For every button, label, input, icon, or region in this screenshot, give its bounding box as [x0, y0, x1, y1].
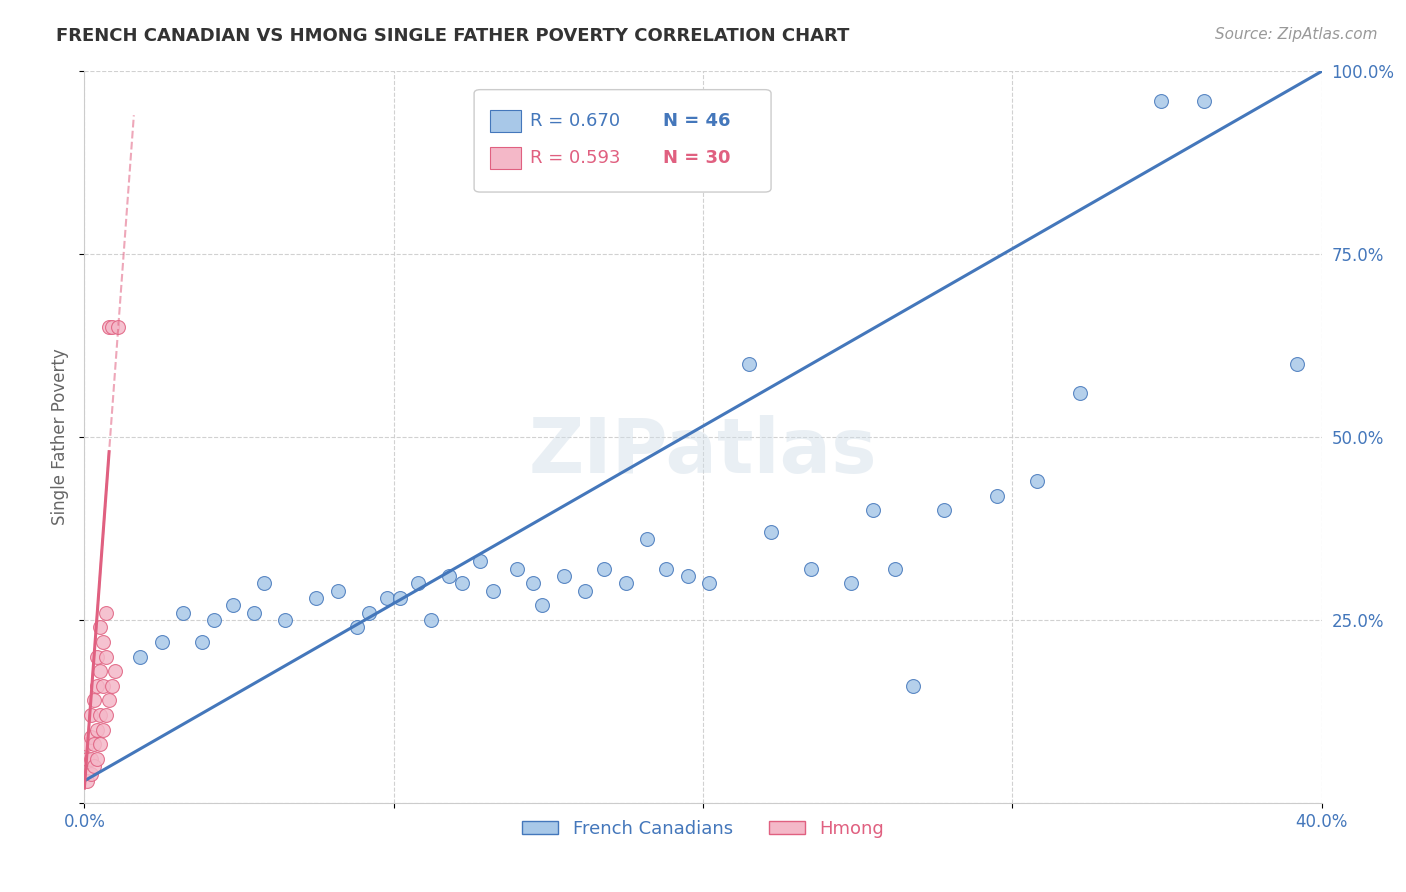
Point — [89, 708, 111, 723]
Point — [98, 693, 121, 707]
Point — [986, 489, 1008, 503]
Point — [86, 752, 108, 766]
Text: R = 0.670: R = 0.670 — [530, 112, 620, 130]
Point — [934, 503, 956, 517]
Text: N = 30: N = 30 — [664, 149, 731, 167]
Point — [1285, 357, 1308, 371]
Point — [202, 613, 225, 627]
Point — [98, 320, 121, 334]
Point — [107, 320, 129, 334]
FancyBboxPatch shape — [491, 146, 522, 169]
Text: FRENCH CANADIAN VS HMONG SINGLE FATHER POVERTY CORRELATION CHART: FRENCH CANADIAN VS HMONG SINGLE FATHER P… — [56, 27, 849, 45]
Point — [83, 759, 105, 773]
Point — [104, 664, 127, 678]
Legend: French Canadians, Hmong: French Canadians, Hmong — [515, 813, 891, 845]
Point — [83, 693, 105, 707]
Point — [450, 576, 472, 591]
Point — [91, 723, 114, 737]
Point — [553, 569, 575, 583]
Point — [800, 562, 823, 576]
Text: ZIPatlas: ZIPatlas — [529, 415, 877, 489]
Point — [86, 723, 108, 737]
Point — [91, 679, 114, 693]
Point — [86, 679, 108, 693]
Y-axis label: Single Father Poverty: Single Father Poverty — [51, 349, 69, 525]
Point — [1192, 94, 1215, 108]
Point — [79, 766, 101, 780]
Point — [94, 649, 117, 664]
Point — [76, 737, 98, 751]
Point — [326, 583, 349, 598]
Point — [172, 606, 194, 620]
Point — [697, 576, 720, 591]
Point — [470, 554, 492, 568]
Point — [94, 708, 117, 723]
Point — [222, 599, 245, 613]
Point — [243, 606, 266, 620]
Point — [522, 576, 544, 591]
Point — [89, 737, 111, 751]
FancyBboxPatch shape — [474, 90, 770, 192]
Point — [408, 576, 430, 591]
Point — [79, 730, 101, 744]
Point — [305, 591, 328, 605]
Point — [903, 679, 925, 693]
Point — [94, 606, 117, 620]
Point — [574, 583, 596, 598]
Point — [274, 613, 297, 627]
Point — [862, 503, 884, 517]
Point — [86, 649, 108, 664]
Point — [76, 773, 98, 788]
Point — [655, 562, 678, 576]
Text: Source: ZipAtlas.com: Source: ZipAtlas.com — [1215, 27, 1378, 42]
Point — [253, 576, 276, 591]
Point — [738, 357, 761, 371]
Point — [676, 569, 699, 583]
Point — [129, 649, 152, 664]
Point — [91, 635, 114, 649]
Text: N = 46: N = 46 — [664, 112, 731, 130]
Point — [531, 599, 554, 613]
Point — [883, 562, 905, 576]
Point — [1026, 474, 1049, 488]
Point — [388, 591, 411, 605]
Text: R = 0.593: R = 0.593 — [530, 149, 620, 167]
Point — [1150, 94, 1173, 108]
Point — [1069, 386, 1091, 401]
Point — [439, 569, 461, 583]
Point — [79, 752, 101, 766]
Point — [101, 679, 124, 693]
Point — [89, 664, 111, 678]
Point — [419, 613, 441, 627]
Point — [614, 576, 637, 591]
Point — [759, 525, 782, 540]
Point — [79, 708, 101, 723]
Point — [636, 533, 658, 547]
Point — [76, 752, 98, 766]
Point — [89, 620, 111, 634]
Point — [481, 583, 503, 598]
Point — [83, 737, 105, 751]
Point — [506, 562, 529, 576]
Point — [101, 320, 124, 334]
Point — [841, 576, 863, 591]
Point — [357, 606, 380, 620]
FancyBboxPatch shape — [491, 110, 522, 132]
Point — [377, 591, 399, 605]
Point — [150, 635, 173, 649]
Point — [346, 620, 368, 634]
Point — [191, 635, 214, 649]
Point — [593, 562, 616, 576]
